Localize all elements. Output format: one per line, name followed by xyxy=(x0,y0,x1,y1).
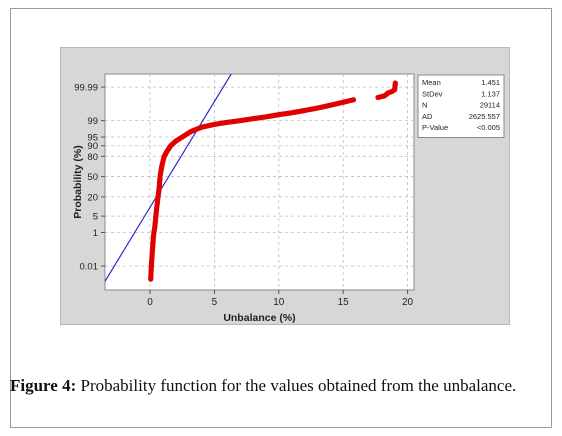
stats-box xyxy=(417,74,505,138)
figure-frame xyxy=(10,8,552,428)
x-tick-label: 0 xyxy=(147,297,153,308)
x-axis-label: Unbalance (%) xyxy=(223,312,295,324)
stats-label: AD xyxy=(422,112,433,121)
stats-label: P-Value xyxy=(422,123,448,132)
figure-caption: Figure 4: Probability function for the v… xyxy=(10,374,555,397)
y-tick-label: 0.01 xyxy=(80,262,99,273)
stats-value: 2625.557 xyxy=(469,112,500,121)
plot-area xyxy=(104,73,415,291)
stats-value: <0.005 xyxy=(477,123,500,132)
y-tick-label: 1 xyxy=(93,228,98,239)
stats-value: 1.137 xyxy=(481,89,500,98)
y-tick-label: 99 xyxy=(87,116,98,127)
data-point xyxy=(350,97,357,103)
chart-container: 0 5 10 15 20 0.01 1 5 20 50 80 90 95 99 99.99 Unbalance… xyxy=(60,47,510,325)
x-tick-label: 5 xyxy=(212,297,218,308)
caption-label: Figure 4: xyxy=(10,376,77,395)
y-tick-label: 95 xyxy=(87,133,98,144)
y-axis-label: Probability (%) xyxy=(72,145,84,219)
stats-value: 29114 xyxy=(480,101,500,110)
stats-label: N xyxy=(422,101,427,110)
x-tick-label: 20 xyxy=(402,297,414,308)
stats-label: StDev xyxy=(422,89,443,98)
stats-label: Mean xyxy=(422,78,441,87)
y-tick-label: 90 xyxy=(87,141,98,152)
fit-line xyxy=(105,74,232,283)
y-tick-label: 99.99 xyxy=(74,83,98,94)
x-tick-label: 10 xyxy=(273,297,285,308)
y-tick-label: 50 xyxy=(87,172,98,183)
y-tick-label: 20 xyxy=(87,192,98,203)
data-point xyxy=(392,80,398,86)
x-tick-label: 15 xyxy=(338,297,350,308)
caption-text: Probability function for the values obta… xyxy=(76,376,517,395)
stats-value: 1.451 xyxy=(481,78,500,87)
y-tick-label: 5 xyxy=(93,212,98,223)
y-tick-label: 80 xyxy=(87,152,98,163)
probability-plot: 0 5 10 15 200.011520508090959999.99Unbalance… xyxy=(72,73,505,324)
